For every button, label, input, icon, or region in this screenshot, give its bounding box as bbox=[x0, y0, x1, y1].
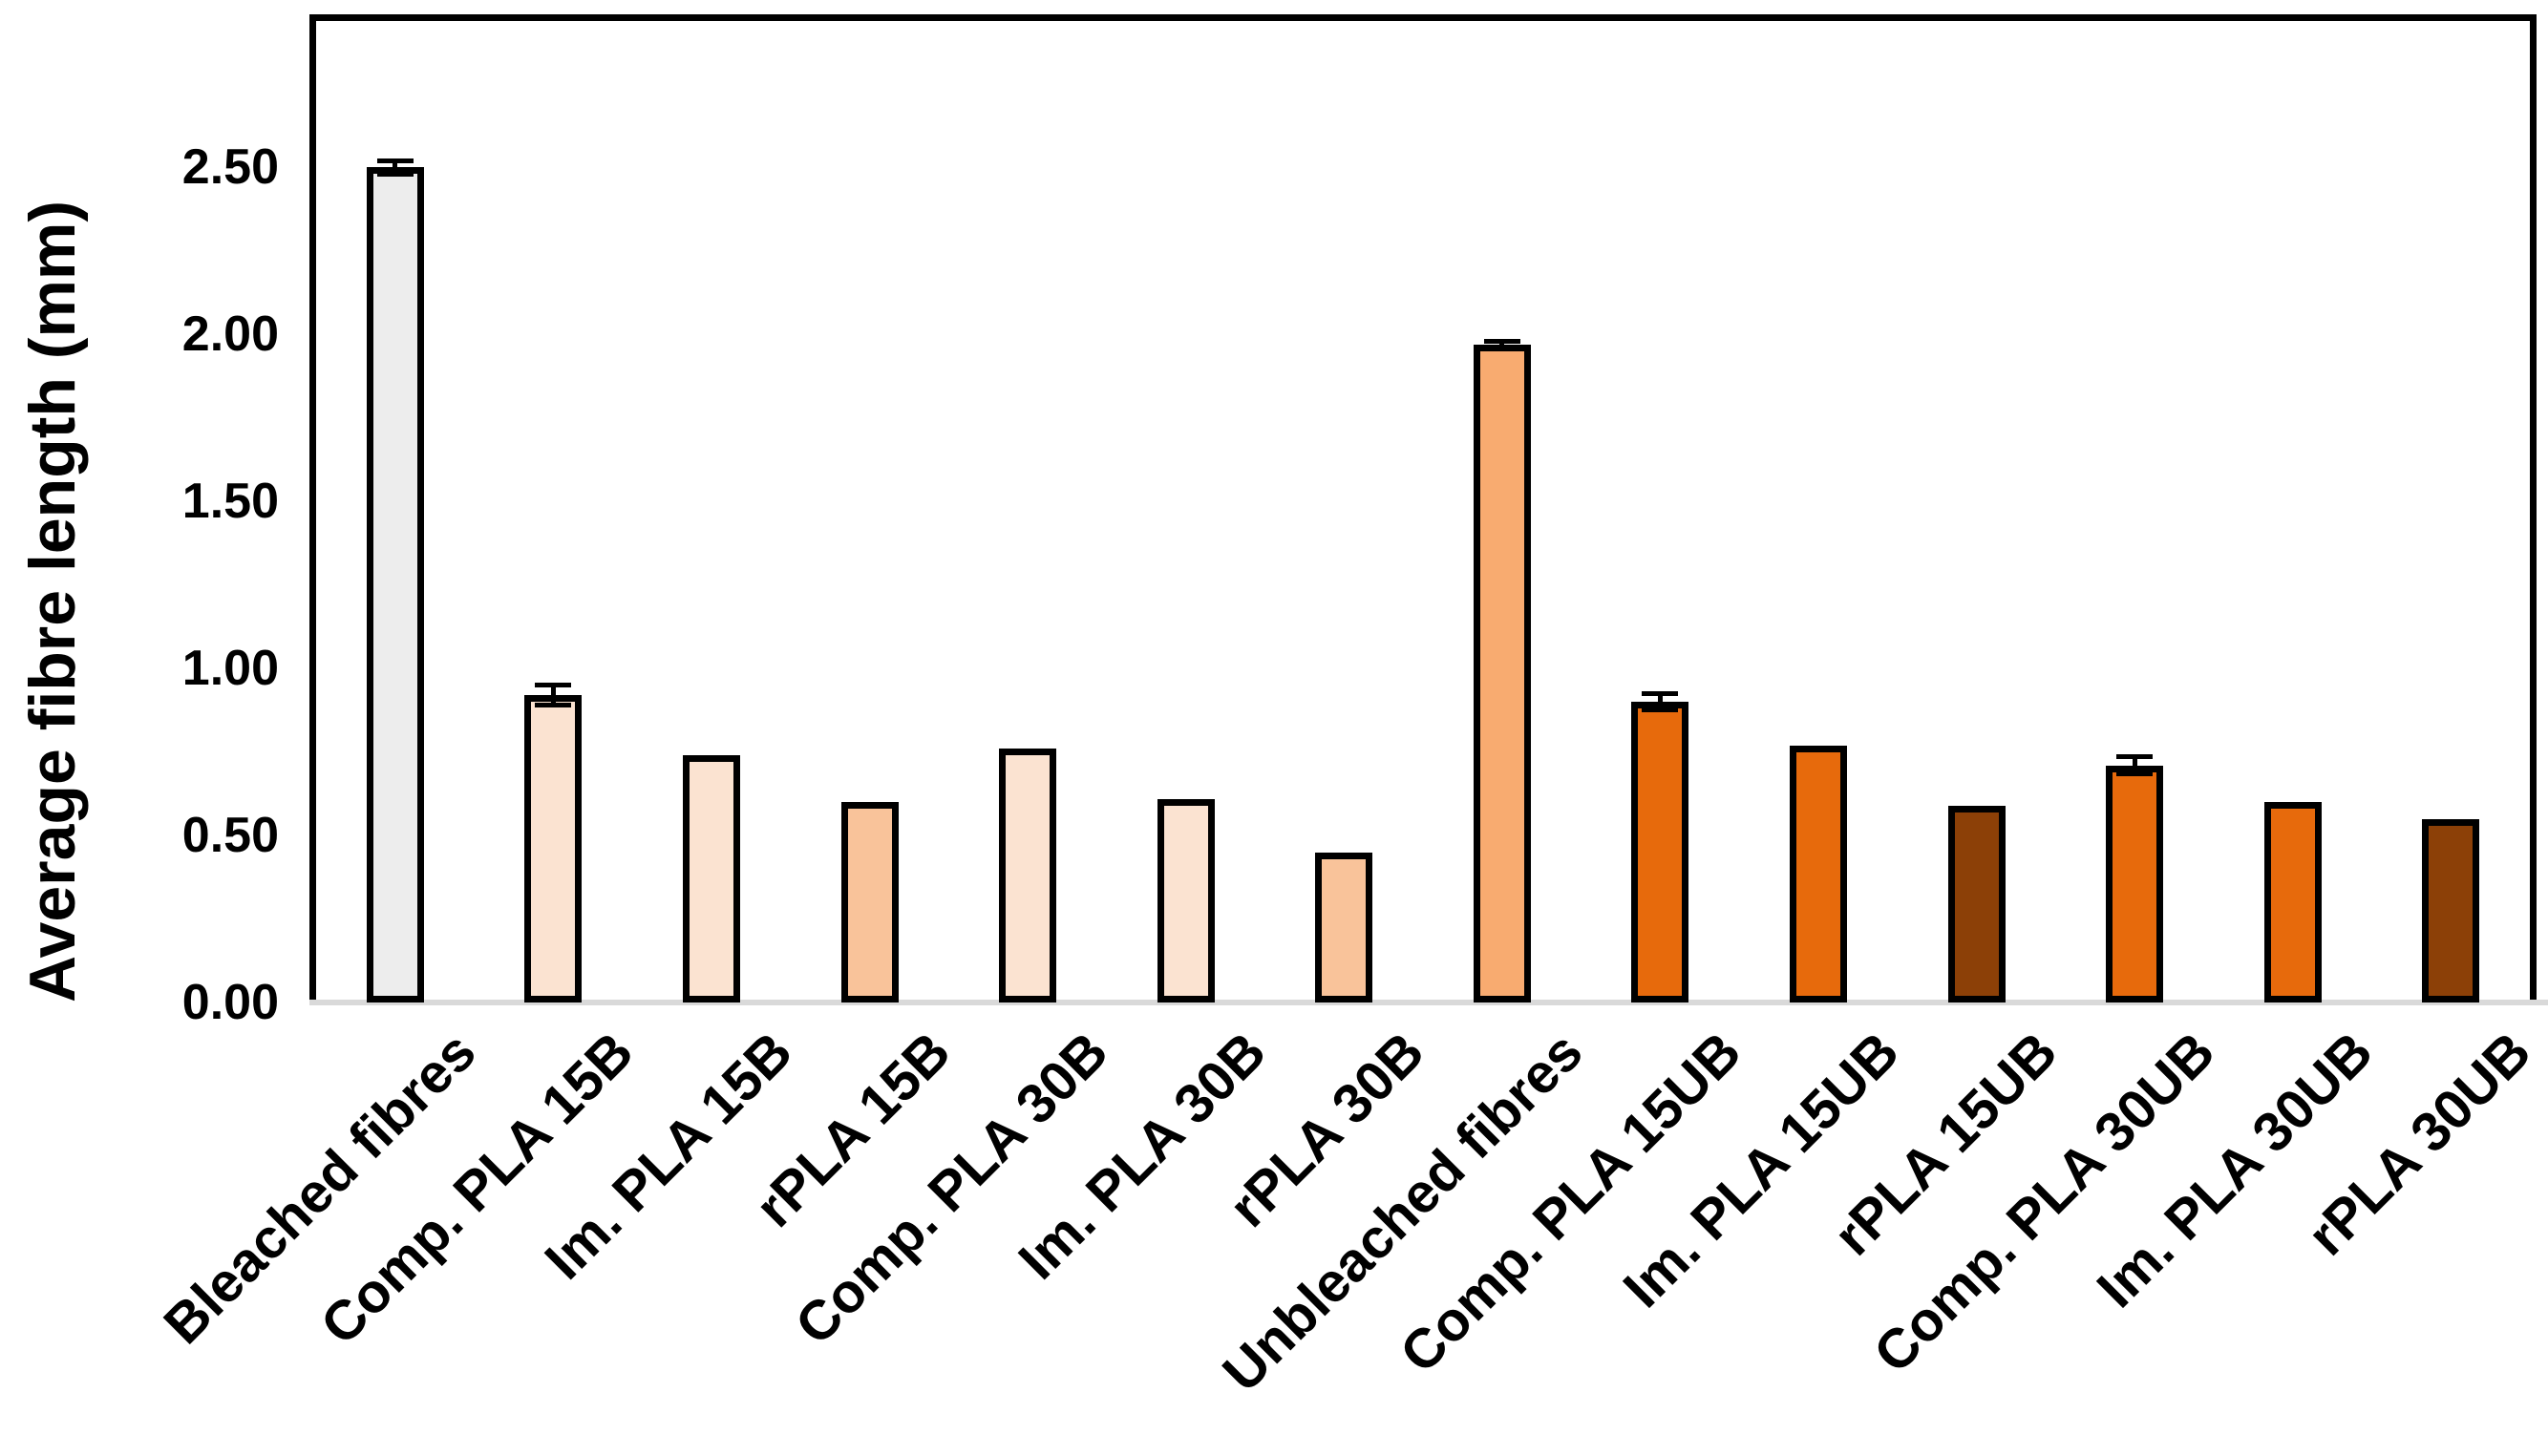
chart-bar bbox=[524, 695, 583, 1002]
chart-bar bbox=[682, 755, 740, 1002]
error-bar-cap bbox=[1642, 707, 1679, 713]
x-tick-label: Im. PLA 15UB bbox=[1611, 1020, 1911, 1320]
chart-bar bbox=[840, 802, 899, 1002]
plot-frame bbox=[309, 14, 2537, 1002]
chart-bar bbox=[1473, 344, 1531, 1002]
y-tick-label: 2.00 bbox=[181, 306, 279, 362]
error-bar-cap bbox=[1483, 338, 1520, 344]
chart-bar bbox=[1789, 745, 1847, 1002]
error-bar-line bbox=[393, 160, 398, 174]
error-bar-line bbox=[2132, 756, 2137, 774]
chart-bar bbox=[366, 167, 424, 1002]
chart-bar bbox=[1947, 805, 2006, 1002]
error-bar-cap bbox=[535, 703, 572, 707]
error-bar-cap bbox=[2116, 770, 2154, 776]
error-bar-cap bbox=[1483, 345, 1520, 350]
y-tick-label: 1.50 bbox=[181, 474, 279, 529]
y-tick-label: 2.50 bbox=[181, 139, 279, 195]
y-tick-label: 1.00 bbox=[181, 641, 279, 696]
error-bar-cap bbox=[535, 683, 572, 687]
chart-bar bbox=[2422, 818, 2480, 1002]
chart-bar bbox=[2106, 765, 2164, 1002]
y-tick-label: 0.50 bbox=[181, 808, 279, 863]
chart-bar bbox=[1315, 852, 1373, 1002]
error-bar-cap bbox=[376, 158, 414, 163]
chart-bar bbox=[1157, 798, 1215, 1002]
chart-bar bbox=[2263, 802, 2322, 1002]
error-bar-line bbox=[1499, 341, 1505, 348]
error-bar-line bbox=[550, 685, 556, 706]
error-bar-cap bbox=[376, 171, 414, 177]
chart-bar bbox=[999, 749, 1057, 1002]
y-axis-title: Average fibre length (mm) bbox=[16, 200, 89, 1003]
chart-bar bbox=[1631, 702, 1689, 1002]
error-bar-cap bbox=[2116, 754, 2154, 760]
x-axis-line bbox=[309, 1000, 2548, 1005]
error-bar-line bbox=[1657, 693, 1663, 710]
error-bar-cap bbox=[1642, 690, 1679, 696]
x-tick-label: Im. PLA 30UB bbox=[2085, 1020, 2386, 1320]
y-tick-label: 0.00 bbox=[181, 975, 279, 1030]
